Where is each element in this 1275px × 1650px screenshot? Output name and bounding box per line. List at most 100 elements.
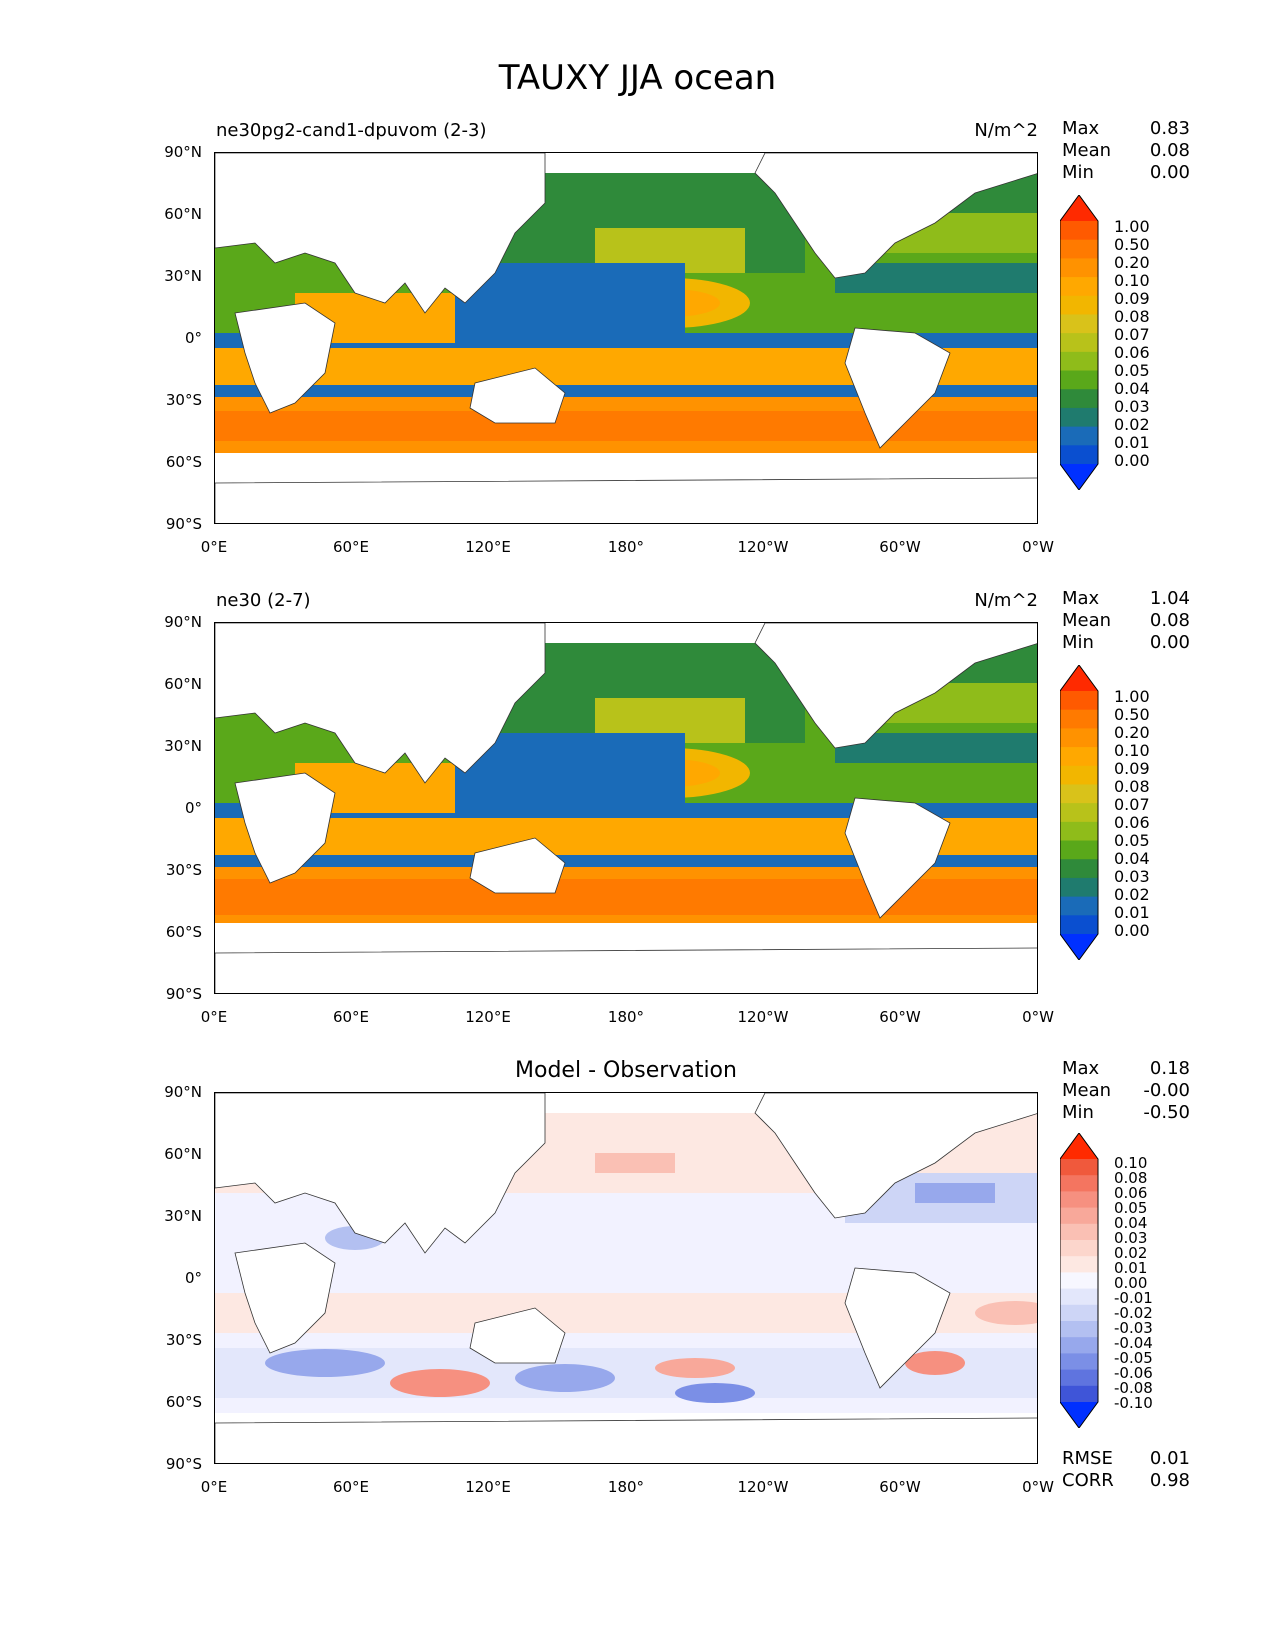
colorbar-swatch (1060, 840, 1098, 860)
stat-value: 0.18 (1149, 1058, 1190, 1079)
colorbar-swatch (1060, 1223, 1098, 1241)
lon-label: 60°W (879, 538, 921, 556)
colorbar-swatch (1060, 1337, 1098, 1354)
colorbar-label: 0.10 (1114, 741, 1150, 760)
lon-label: 0°W (1022, 538, 1054, 556)
colorbar-label: 0.50 (1114, 705, 1150, 724)
panel-1-units: N/m^2 (974, 120, 1038, 141)
colorbar-swatch (1060, 821, 1098, 842)
colorbar-swatch (1060, 915, 1098, 935)
colorbar-label: 0.05 (1114, 361, 1150, 380)
colorbar-swatch (1060, 1272, 1098, 1290)
colorbar-extend-top (1060, 195, 1098, 221)
lon-label: 120°W (737, 1008, 789, 1026)
lon-label: 120°E (465, 538, 511, 556)
colorbar-div-3 (1059, 1132, 1099, 1429)
lat-label: 0° (184, 1269, 202, 1287)
figure-title: TAUXY JJA ocean (498, 58, 777, 98)
colorbar-swatch (1060, 709, 1098, 729)
north-america-land (754, 623, 1037, 749)
colorbar-label: 1.00 (1114, 687, 1150, 706)
lon-label: 180° (607, 538, 645, 556)
colorbar-label: 0.09 (1114, 289, 1150, 308)
antarctica-land (215, 477, 1037, 523)
colorbar-label: 0.10 (1114, 1154, 1148, 1172)
eurasia-land (215, 623, 546, 784)
colorbar-swatch (1060, 896, 1098, 916)
colorbar-label: 0.01 (1114, 903, 1150, 922)
colorbar-swatch (1060, 1191, 1098, 1209)
colorbar-label: 0.03 (1114, 397, 1150, 416)
colorbar-swatch (1060, 1353, 1098, 1371)
colorbar-swatch (1060, 333, 1098, 353)
colorbar-swatch (1060, 1256, 1098, 1273)
lon-label: 120°E (465, 1008, 511, 1026)
lon-label: 0°E (200, 1008, 228, 1026)
colorbar-extend-top (1060, 1133, 1098, 1159)
panel-3-stats: Max 0.18 Mean -0.00 Min -0.50 (1062, 1058, 1190, 1124)
lon-label: 60°E (332, 1478, 370, 1496)
colorbar-swatch (1060, 784, 1098, 804)
colorbar-swatch (1060, 1385, 1098, 1403)
colorbar-seq-1 (1059, 194, 1099, 491)
lat-label: 60°N (164, 1145, 202, 1163)
colorbar-swatch (1060, 803, 1098, 823)
colorbar-swatch (1060, 351, 1098, 372)
colorbar-outline (1059, 194, 1099, 491)
colorbar-label: -0.02 (1114, 1304, 1153, 1322)
colorbar-label: 0.10 (1114, 271, 1150, 290)
stat-value: 0.98 (1149, 1470, 1190, 1491)
lon-label: 0°E (200, 1478, 228, 1496)
panel-3-bottom-stats: RMSE 0.01 CORR 0.98 (1062, 1448, 1190, 1492)
colorbar-swatch (1060, 407, 1098, 428)
colorbar-swatch (1060, 221, 1098, 241)
lon-label: 180° (607, 1008, 645, 1026)
colorbar-swatch (1060, 295, 1098, 315)
colorbar-extend-bottom (1060, 934, 1098, 960)
colorbar-outline (1059, 1132, 1099, 1429)
lat-label: 60°N (164, 205, 202, 223)
colorbar-label: 0.02 (1114, 885, 1150, 904)
panel-1-map (214, 152, 1038, 524)
antarctica-land (215, 947, 1037, 993)
lat-label: 0° (184, 329, 202, 347)
colorbar-swatch (1060, 1304, 1098, 1322)
lon-label: 60°E (332, 538, 370, 556)
stat-value: 0.00 (1149, 162, 1190, 183)
colorbar-label: 0.06 (1114, 343, 1150, 362)
eurasia-land (215, 1093, 546, 1254)
colorbar-label: 0.06 (1114, 1184, 1148, 1202)
colorbar-label: -0.08 (1114, 1379, 1153, 1397)
lat-label: 90°S (165, 1455, 202, 1473)
panel-1-colorbar (1059, 194, 1110, 494)
south-america-land (844, 1267, 951, 1389)
stat-label: Min (1062, 162, 1094, 183)
panel-2-stats: Max 1.04 Mean 0.08 Min 0.00 (1062, 588, 1190, 654)
lat-label: 30°N (164, 1207, 202, 1225)
lat-label: 60°N (164, 675, 202, 693)
australia-land (469, 367, 566, 424)
lon-label: 120°W (737, 538, 789, 556)
colorbar-label: 0.07 (1114, 795, 1150, 814)
colorbar-label: 0.01 (1114, 1259, 1148, 1277)
stat-label: Min (1062, 1102, 1094, 1123)
colorbar-label: 0.01 (1114, 433, 1150, 452)
colorbar-label: 0.50 (1114, 235, 1150, 254)
colorbar-label: 0.05 (1114, 831, 1150, 850)
stat-label: CORR (1062, 1470, 1114, 1491)
lat-label: 90°S (165, 515, 202, 533)
colorbar-swatch (1060, 765, 1098, 785)
panel-2-colorbar (1059, 664, 1110, 964)
colorbar-label: 0.04 (1114, 379, 1150, 398)
panel-2-map-graphic (215, 623, 1037, 993)
stat-value: 0.01 (1149, 1448, 1190, 1469)
colorbar-label: 0.20 (1114, 723, 1150, 742)
panel-2-map (214, 622, 1038, 994)
stat-label: Min (1062, 632, 1094, 653)
colorbar-label: 0.02 (1114, 415, 1150, 434)
colorbar-label: 0.07 (1114, 325, 1150, 344)
lat-label: 30°S (165, 391, 202, 409)
panel-3-map (214, 1092, 1038, 1464)
panel-2-units: N/m^2 (974, 590, 1038, 611)
colorbar-label: 0.04 (1114, 1214, 1148, 1232)
